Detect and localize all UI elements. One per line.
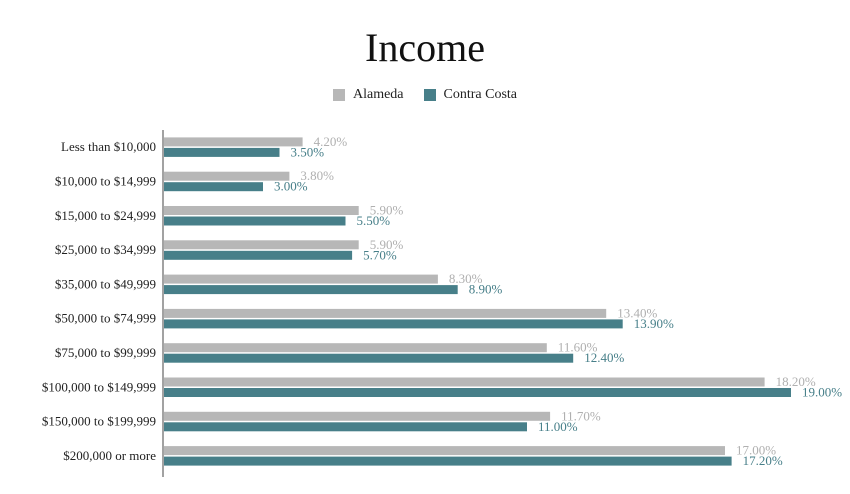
bar-alameda (164, 206, 359, 215)
legend-item-contra-costa: Contra Costa (423, 87, 518, 103)
chart-legend: Alameda Contra Costa (0, 87, 850, 103)
data-label-contra-costa: 3.00% (274, 179, 308, 194)
bar-contra-costa (164, 147, 280, 157)
category-label: $10,000 to $14,999 (55, 173, 156, 188)
legend-swatch-contra-costa (423, 89, 436, 101)
bar-contra-costa (164, 456, 732, 466)
data-label-alameda: 17.00% (736, 443, 776, 458)
category-label: $150,000 to $199,999 (42, 414, 156, 429)
bar-contra-costa (164, 422, 527, 432)
data-label-alameda: 11.70% (561, 408, 601, 423)
category-label: $100,000 to $149,999 (42, 379, 156, 394)
data-label-alameda: 3.80% (300, 168, 334, 183)
category-label: $15,000 to $24,999 (55, 208, 156, 223)
category-label: Less than $10,000 (61, 139, 156, 154)
bar-alameda (164, 411, 551, 421)
data-label-alameda: 11.60% (558, 340, 598, 355)
bar-contra-costa (164, 250, 353, 260)
category-label: $25,000 to $34,999 (55, 242, 156, 257)
data-label-alameda: 5.90% (370, 203, 404, 218)
bar-contra-costa (164, 388, 791, 397)
bar-alameda (164, 137, 303, 147)
bar-alameda (164, 308, 607, 318)
legend-item-alameda: Alameda (332, 87, 404, 103)
bar-alameda (164, 377, 765, 387)
bar-contra-costa (164, 216, 346, 226)
data-label-alameda: 8.30% (449, 271, 483, 286)
data-label-contra-costa: 5.70% (363, 247, 397, 262)
category-label: $35,000 to $49,999 (55, 276, 156, 291)
data-label-contra-costa: 12.40% (584, 350, 624, 365)
legend-label-contra-costa: Contra Costa (443, 87, 518, 102)
legend-swatch-alameda (332, 89, 345, 101)
bar-contra-costa (164, 285, 458, 295)
data-label-contra-costa: 8.90% (469, 282, 503, 297)
bar-alameda (164, 446, 725, 456)
bar-contra-costa (164, 182, 263, 192)
data-label-alameda: 13.40% (617, 305, 657, 320)
data-label-alameda: 5.90% (370, 237, 404, 252)
data-label-contra-costa: 13.90% (634, 316, 674, 331)
chart-title: Income (365, 25, 485, 70)
data-label-contra-costa: 5.50% (357, 213, 391, 228)
legend-label-alameda: Alameda (352, 87, 404, 102)
category-label: $75,000 to $99,999 (55, 345, 156, 360)
data-label-alameda: 18.20% (776, 374, 816, 389)
data-label-contra-costa: 11.00% (538, 419, 578, 434)
data-label-alameda: 4.20% (314, 134, 348, 149)
bar-alameda (164, 171, 290, 181)
bar-alameda (164, 274, 438, 284)
bar-alameda (164, 240, 359, 250)
data-label-contra-costa: 3.50% (291, 144, 325, 159)
category-label: $200,000 or more (63, 448, 156, 463)
category-label: $50,000 to $74,999 (55, 311, 156, 326)
bar-contra-costa (164, 353, 574, 363)
data-label-contra-costa: 19.00% (802, 385, 842, 400)
data-label-contra-costa: 17.20% (743, 453, 783, 468)
bar-contra-costa (164, 319, 623, 329)
bar-alameda (164, 343, 547, 353)
